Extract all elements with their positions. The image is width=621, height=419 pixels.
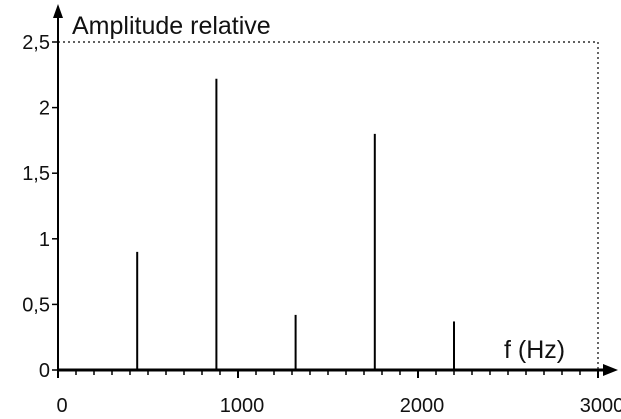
x-minor-ticks	[75, 370, 581, 375]
y-tick-label: 0	[39, 360, 50, 382]
x-tick-label: 2000	[400, 395, 445, 417]
x-tick-label: 3000	[580, 395, 621, 417]
x-axis-title: f (Hz)	[504, 336, 565, 364]
x-ticks: 0 1000 2000 3000	[56, 370, 621, 417]
y-tick-label: 1	[39, 229, 50, 251]
y-tick-label: 2,5	[22, 32, 50, 54]
x-axis-arrow	[603, 364, 618, 376]
y-ticks: 0 0,5 1 1,5 2 2,5	[22, 32, 58, 382]
x-tick-label: 0	[56, 395, 67, 417]
y-tick-label: 0,5	[22, 294, 50, 316]
y-tick-label: 2	[39, 98, 50, 120]
y-tick-label: 1,5	[22, 163, 50, 185]
spectrum-lines	[136, 78, 455, 370]
x-tick-label: 1000	[220, 395, 265, 417]
y-axis-title: Amplitude relative	[72, 12, 271, 40]
y-axis-arrow	[53, 4, 63, 18]
